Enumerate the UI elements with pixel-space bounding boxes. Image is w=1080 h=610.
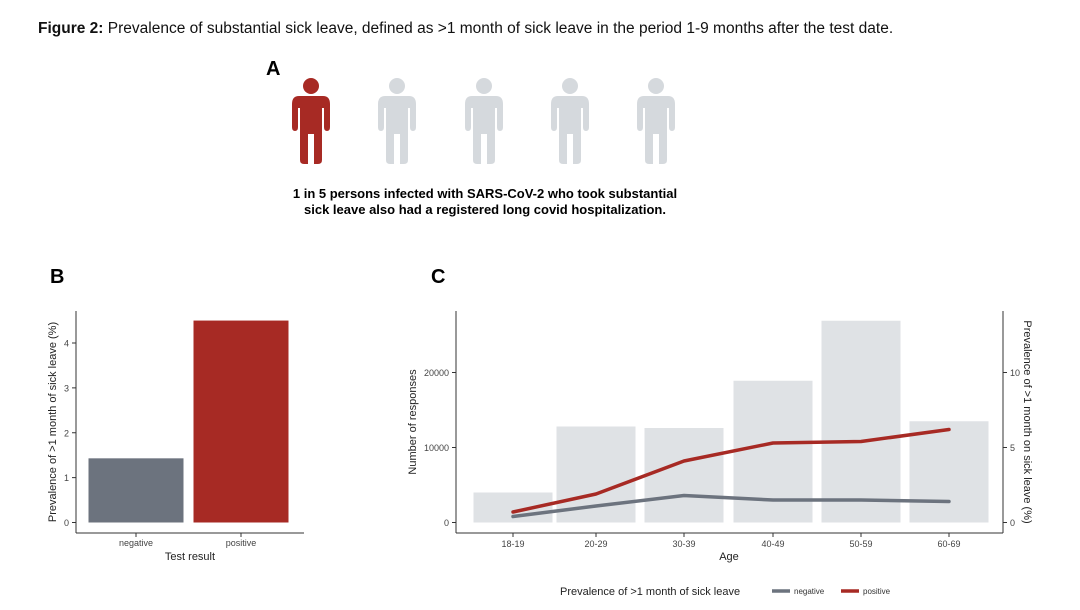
c-line-positive bbox=[511, 427, 951, 514]
c-left-tick-label: 10000 bbox=[424, 443, 449, 453]
person-highlighted-icon bbox=[292, 78, 330, 164]
person-icon bbox=[637, 78, 675, 164]
panel-a-letter: A bbox=[266, 58, 281, 80]
c-right-tick-label: 10 bbox=[1010, 368, 1020, 378]
caption-text: Prevalence of substantial sick leave, de… bbox=[107, 20, 894, 37]
figure-caption: Figure 2: Prevalence of substantial sick… bbox=[38, 20, 893, 38]
c-x-tick-label: 18-19 bbox=[501, 539, 524, 549]
panel-c-letter: C bbox=[431, 266, 446, 288]
b-bar-positive bbox=[193, 320, 289, 523]
c-legend-label-negative: negative bbox=[794, 587, 825, 596]
c-x-tick-label: 20-29 bbox=[584, 539, 607, 549]
c-legend-label-positive: positive bbox=[863, 587, 891, 596]
b-y-tick-label: 0 bbox=[64, 518, 69, 528]
person-icon bbox=[551, 78, 589, 164]
chart-b: 0 1 2 3 4 negative positive Test result Prevalen… bbox=[47, 311, 304, 563]
c-legend-title: Prevalence of >1 month of sick leave bbox=[560, 586, 740, 598]
b-y-tick-label: 4 bbox=[64, 339, 69, 349]
c-x-axis-title: Age bbox=[719, 551, 739, 563]
people-infographic bbox=[292, 78, 675, 164]
b-y-tick-label: 3 bbox=[64, 383, 69, 393]
person-icon bbox=[465, 78, 503, 164]
c-x-tick-label: 40-49 bbox=[761, 539, 784, 549]
c-left-tick-label: 20000 bbox=[424, 368, 449, 378]
b-bar-negative bbox=[88, 458, 184, 523]
b-x-tick-label: negative bbox=[119, 538, 153, 548]
b-x-tick-label: positive bbox=[226, 538, 257, 548]
infographic-statement: 1 in 5 persons infected with SARS-CoV-2 … bbox=[292, 186, 678, 217]
b-x-axis-title: Test result bbox=[165, 551, 215, 563]
chart-c: 0 10000 20000 0 5 10 18-19 20-29 30-39 40-49 50-59… bbox=[407, 311, 1033, 598]
c-x-tick-label: 30-39 bbox=[672, 539, 695, 549]
c-bar-30-39 bbox=[644, 428, 724, 523]
c-right-tick-label: 0 bbox=[1010, 518, 1015, 528]
c-line-negative bbox=[511, 493, 951, 519]
c-left-axis-title: Number of responses bbox=[407, 369, 419, 475]
c-bar-60-69 bbox=[909, 421, 989, 523]
b-y-axis-title: Prevalence of >1 month of sick leave (%) bbox=[47, 322, 59, 522]
caption-label: Figure 2: bbox=[38, 20, 104, 37]
b-y-tick-label: 1 bbox=[64, 473, 69, 483]
c-right-tick-label: 5 bbox=[1010, 443, 1015, 453]
b-y-tick-label: 2 bbox=[64, 428, 69, 438]
person-icon bbox=[378, 78, 416, 164]
c-x-tick-label: 50-59 bbox=[849, 539, 872, 549]
c-right-axis-title: Prevalence of >1 month on sick leave (%) bbox=[1021, 320, 1033, 523]
c-bar-50-59 bbox=[821, 320, 901, 523]
c-left-tick-label: 0 bbox=[444, 518, 449, 528]
panel-b-letter: B bbox=[50, 266, 65, 288]
c-x-tick-label: 60-69 bbox=[937, 539, 960, 549]
